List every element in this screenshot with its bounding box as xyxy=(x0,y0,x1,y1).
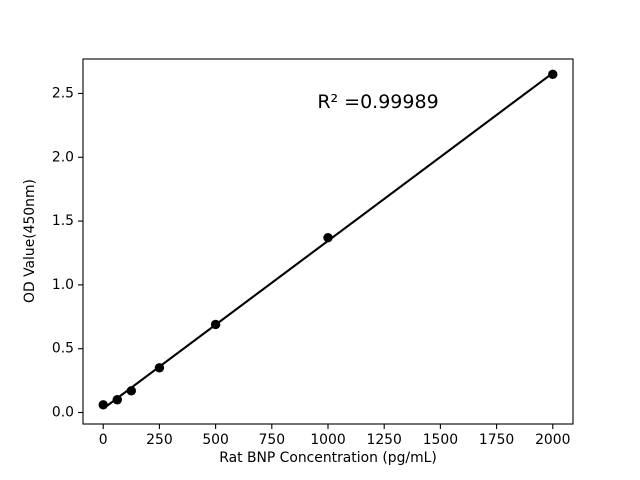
x-tick-label: 500 xyxy=(202,432,229,448)
x-tick-label: 0 xyxy=(99,432,108,448)
y-tick-label: 0.0 xyxy=(52,405,74,421)
y-tick-label: 2.5 xyxy=(52,85,74,101)
x-tick-label: 2000 xyxy=(535,432,570,448)
data-point xyxy=(548,69,558,80)
data-point xyxy=(210,319,221,330)
data-point xyxy=(154,363,165,373)
data-point xyxy=(112,395,122,405)
y-tick-label: 1.0 xyxy=(52,277,74,293)
y-tick-label: 2.0 xyxy=(52,149,74,165)
x-axis-label: Rat BNP Concentration (pg/mL) xyxy=(219,450,437,466)
y-tick-label: 1.5 xyxy=(52,213,74,229)
x-tick-label: 1000 xyxy=(310,432,345,448)
x-tick-label: 1250 xyxy=(367,432,402,448)
x-tick-label: 1500 xyxy=(423,432,458,448)
x-tick-label: 250 xyxy=(146,432,173,448)
data-point xyxy=(126,386,137,396)
x-tick-label: 750 xyxy=(259,432,286,448)
plot-area: 0 250 500 750 1000 1250 1500 1750 2000 0.0 0.5 1.0 1… xyxy=(52,58,574,448)
y-axis-label: OD Value(450nm) xyxy=(22,179,38,303)
r-squared-annotation: R² =0.99989 xyxy=(317,91,438,113)
data-point xyxy=(98,400,108,410)
data-point xyxy=(323,232,333,243)
x-tick-label: 1750 xyxy=(479,432,514,448)
y-tick-label: 0.5 xyxy=(52,341,74,357)
